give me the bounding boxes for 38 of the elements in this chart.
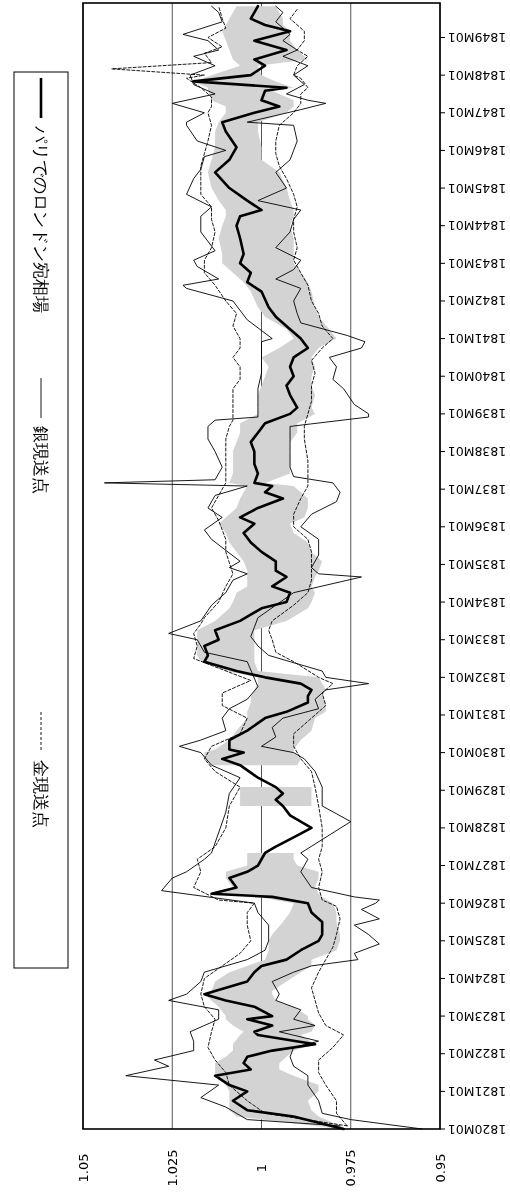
y-tick-label: 1825M01 [447, 933, 507, 949]
y-tick-label: 1827M01 [447, 858, 507, 874]
y-tick-label: 1839M01 [447, 406, 507, 422]
y-tick-label: 1831M01 [447, 707, 507, 723]
y-tick-label: 1838M01 [447, 444, 507, 460]
y-tick-label: 1826M01 [447, 895, 507, 911]
legend-label: 金現送点 [31, 760, 51, 828]
y-tick-label: 1847M01 [447, 105, 507, 121]
y-tick-label: 1849M01 [447, 30, 507, 45]
y-tick-label: 1828M01 [447, 820, 507, 836]
y-tick-label: 1832M01 [447, 669, 507, 685]
x-tick-label: 0.975 [343, 1149, 359, 1187]
y-tick-label: 1823M01 [447, 1008, 507, 1024]
y-tick-label: 1822M01 [447, 1046, 507, 1062]
y-tick-label: 1841M01 [447, 331, 507, 347]
y-tick-label: 1834M01 [447, 594, 507, 610]
y-tick-label: 1821M01 [447, 1083, 507, 1099]
y-tick-label: 1843M01 [447, 255, 507, 271]
x-tick-label: 0.95 [432, 1153, 448, 1183]
y-tick-label: 1824M01 [447, 970, 507, 986]
y-tick-label: 1829M01 [447, 782, 507, 798]
y-tick-label: 1846M01 [447, 142, 507, 158]
legend-label: パリでのロンドン宛相場 [31, 125, 51, 313]
y-tick-label: 1836M01 [447, 519, 507, 535]
y-tick-label: 1844M01 [447, 218, 507, 234]
y-tick-label: 1842M01 [447, 293, 507, 309]
y-tick-label: 1833M01 [447, 632, 507, 648]
y-tick-label: 1837M01 [447, 481, 507, 497]
y-tick-label: 1848M01 [447, 67, 507, 83]
y-tick-label: 1830M01 [447, 745, 507, 761]
x-tick-label: 1 [254, 1163, 269, 1173]
x-tick-label: 1.025 [164, 1149, 180, 1187]
legend-label: 銀現送点 [31, 426, 51, 494]
x-tick-label: 1.05 [75, 1153, 91, 1183]
y-tick-label: 1820M01 [447, 1121, 507, 1137]
y-tick-label: 1845M01 [447, 180, 507, 196]
y-tick-label: 1835M01 [447, 556, 507, 572]
y-tick-label: 1840M01 [447, 368, 507, 384]
